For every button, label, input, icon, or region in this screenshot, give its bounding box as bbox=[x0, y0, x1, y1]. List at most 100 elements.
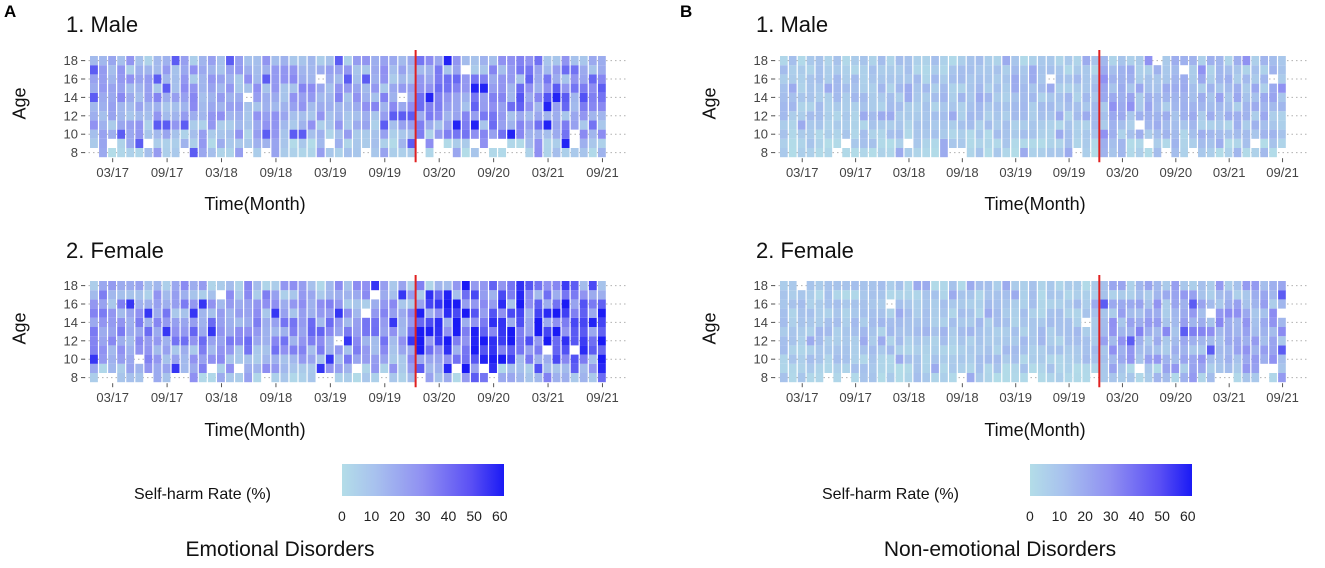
heatmap-cell bbox=[1082, 65, 1091, 75]
heatmap-cell bbox=[931, 317, 939, 327]
heatmap-cell bbox=[461, 373, 470, 383]
heatmap-cell bbox=[126, 354, 135, 364]
heatmap-cell bbox=[525, 363, 534, 373]
heatmap-cell bbox=[552, 281, 561, 291]
heatmap-cell bbox=[99, 83, 107, 93]
heatmap-cell bbox=[1055, 290, 1064, 300]
heatmap-cell bbox=[108, 65, 117, 75]
heatmap-cell bbox=[1091, 363, 1100, 373]
heatmap-cell bbox=[1215, 354, 1224, 364]
heatmap-cell bbox=[1242, 327, 1251, 337]
heatmap-cell bbox=[1224, 327, 1233, 337]
heatmap-cell bbox=[389, 281, 398, 291]
heatmap-cell bbox=[1100, 281, 1108, 291]
heatmap-cell bbox=[343, 92, 352, 102]
heatmap-cell bbox=[868, 373, 877, 383]
heatmap-cell bbox=[244, 299, 253, 309]
heatmap-cell bbox=[895, 345, 904, 355]
heatmap-cell bbox=[334, 65, 343, 75]
heatmap-cell bbox=[280, 65, 289, 75]
heatmap-cell bbox=[353, 138, 361, 148]
heatmap-cell bbox=[984, 363, 993, 373]
heatmap-cell bbox=[922, 129, 931, 139]
heatmap-cell bbox=[470, 336, 479, 346]
heatmap-cell bbox=[975, 345, 984, 355]
heatmap-cell bbox=[975, 138, 984, 148]
y-tick-label: 16 bbox=[64, 297, 78, 312]
heatmap-cell bbox=[1037, 354, 1046, 364]
heatmap-cell bbox=[307, 92, 316, 102]
heatmap-cell bbox=[1224, 111, 1233, 121]
heatmap-cell bbox=[1037, 327, 1046, 337]
heatmap-cell bbox=[207, 56, 216, 66]
heatmap-cell bbox=[1224, 308, 1233, 318]
heatmap-cell bbox=[788, 138, 797, 148]
heatmap-cell bbox=[579, 327, 588, 337]
heatmap-cell bbox=[280, 92, 289, 102]
heatmap-cell bbox=[198, 148, 207, 158]
heatmap-cell bbox=[298, 281, 307, 291]
legend-tick-label: 10 bbox=[363, 508, 380, 524]
heatmap-cell bbox=[461, 317, 470, 327]
heatmap-cell bbox=[1055, 74, 1064, 84]
heatmap-cell bbox=[833, 299, 842, 309]
heatmap-cell bbox=[407, 129, 416, 139]
heatmap-cell bbox=[162, 92, 171, 102]
heatmap-cell bbox=[407, 317, 416, 327]
heatmap-cell bbox=[307, 120, 316, 130]
heatmap-cell bbox=[480, 111, 488, 121]
heatmap-cell bbox=[588, 373, 597, 383]
x-tick-label: 09/21 bbox=[1266, 390, 1299, 405]
heatmap-cell bbox=[362, 299, 370, 309]
heatmap-cell bbox=[815, 92, 824, 102]
heatmap-cell bbox=[126, 148, 135, 158]
heatmap-cell bbox=[489, 345, 497, 355]
heatmap-cell bbox=[362, 290, 370, 300]
heatmap-cell bbox=[398, 83, 407, 93]
heatmap-cell bbox=[1082, 129, 1091, 139]
heatmap-cell bbox=[1260, 65, 1269, 75]
heatmap-cell bbox=[425, 56, 434, 66]
heatmap-cell bbox=[226, 299, 234, 309]
heatmap-cell bbox=[389, 373, 398, 383]
heatmap-cell bbox=[534, 299, 543, 309]
heatmap-cell bbox=[815, 317, 824, 327]
heatmap-cell bbox=[780, 92, 788, 102]
heatmap-cell bbox=[362, 102, 370, 112]
heatmap-cell bbox=[913, 129, 922, 139]
heatmap-cell bbox=[271, 65, 280, 75]
heatmap-cell bbox=[975, 65, 984, 75]
heatmap-cell bbox=[588, 308, 597, 318]
heatmap-cell bbox=[877, 373, 886, 383]
heatmap-cell bbox=[597, 74, 606, 84]
heatmap-cell bbox=[452, 148, 461, 158]
heatmap-cell bbox=[507, 354, 516, 364]
heatmap-cell bbox=[108, 308, 117, 318]
heatmap-cell bbox=[398, 373, 407, 383]
heatmap-cell bbox=[806, 92, 815, 102]
heatmap-cell bbox=[868, 336, 877, 346]
heatmap-cell bbox=[543, 56, 552, 66]
heatmap-cell bbox=[498, 363, 507, 373]
heatmap-cell bbox=[353, 129, 361, 139]
heatmap-cell bbox=[534, 74, 543, 84]
heatmap-cell bbox=[407, 138, 416, 148]
heatmap-cell bbox=[334, 354, 343, 364]
heatmap-cell bbox=[353, 74, 361, 84]
heatmap-cell bbox=[407, 120, 416, 130]
heatmap-cell bbox=[117, 74, 126, 84]
heatmap-cell bbox=[380, 83, 389, 93]
heatmap-cell bbox=[144, 74, 153, 84]
heatmap-cell bbox=[99, 299, 107, 309]
heatmap-cell bbox=[135, 345, 144, 355]
heatmap-cell bbox=[1126, 327, 1135, 337]
heatmap-cell bbox=[1278, 129, 1286, 139]
heatmap-cell bbox=[244, 74, 253, 84]
heatmap-cell bbox=[334, 111, 343, 121]
heatmap-cell bbox=[1037, 92, 1046, 102]
heatmap-cell bbox=[389, 308, 398, 318]
heatmap-cell bbox=[371, 83, 380, 93]
heatmap-cell bbox=[316, 327, 325, 337]
heatmap-cell bbox=[371, 102, 380, 112]
heatmap-cell bbox=[561, 74, 570, 84]
